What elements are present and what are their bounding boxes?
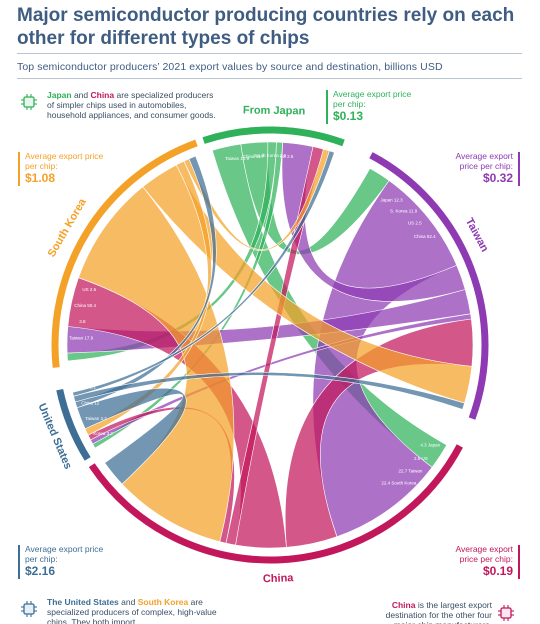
price-united-states: Average export price per chip: $2.16 — [18, 544, 105, 579]
flow-value-label: 4.3 Japan — [420, 442, 440, 447]
note-complex-chips: The United States and South Korea are sp… — [47, 597, 217, 624]
subtitle-divider — [17, 78, 522, 79]
flow-value-label: 22.7 Taiwan — [398, 469, 422, 474]
group-label-china: China — [263, 572, 295, 585]
note-china-destination: China is the largest export destination … — [385, 600, 492, 624]
flow-value-label: South Korea 3.5 — [254, 153, 287, 158]
title-divider — [17, 53, 522, 54]
flow-value-label: China 12 — [81, 401, 100, 406]
price-south-korea: Average export price per chip: $1.08 — [18, 151, 105, 186]
flow-value-label: China 11.7 — [243, 154, 265, 159]
group-arc-japan — [202, 126, 345, 147]
price-japan: Average export price per chip: $0.13 — [326, 89, 413, 124]
flow-value-label: US 2.5 — [280, 154, 294, 159]
flow-value-label: China 52.4 — [414, 234, 436, 239]
flow-value-label: US 2.5 — [82, 287, 96, 292]
group-arc-united_states — [56, 388, 91, 461]
group-arc-taiwan — [369, 152, 489, 420]
flow-value-label: Taiwan 3.2 — [85, 416, 107, 421]
flow-ribbon-taiwan-to-japan — [281, 142, 466, 302]
price-china: Average export price per chip: $0.19 — [438, 544, 520, 579]
flow-ribbon-united_states-to-china — [76, 388, 187, 485]
flow-value-label: S. Korea 11.9 — [390, 209, 418, 214]
group-arc-south_korea — [51, 139, 198, 368]
chip-icon — [498, 605, 514, 621]
flow-ribbon-united_states-to-japan — [72, 150, 335, 397]
chip-icon — [21, 601, 37, 617]
group-arc-china — [88, 444, 463, 564]
flow-value-label: Japan 2.1 — [76, 385, 96, 390]
flow-ribbon-south_korea-to-united_states — [84, 160, 212, 436]
chart-title: Major semiconductor producing countries … — [17, 5, 515, 49]
flow-value-label: 22.4 South Korea — [381, 480, 417, 485]
flow-ribbon-united_states-to-taiwan — [73, 371, 465, 410]
flow-value-label: China 50.4 — [74, 303, 96, 308]
flow-ribbon-china-to-japan — [225, 146, 324, 546]
flow-value-label: 2.8 US — [414, 456, 428, 461]
group-label-japan: From Japan — [243, 104, 306, 117]
flow-value-label: 3.8 — [79, 319, 86, 324]
note-simple-chips: Japan and China are specialized producer… — [47, 90, 216, 120]
group-label-south_korea: South Korea — [46, 196, 90, 259]
flow-value-label: Taiwan 10.9 — [225, 156, 250, 161]
chart-subtitle: Top semiconductor producers’ 2021 export… — [17, 61, 443, 73]
chip-icon — [21, 94, 37, 110]
flow-ribbon-japan-to-united_states — [92, 141, 284, 449]
ribbons — [66, 141, 474, 549]
group-label-taiwan: Taiwan — [463, 216, 491, 254]
flow-value-label: Japan 12.3 — [380, 197, 403, 202]
flow-value-label: Korea 3.2 — [93, 431, 113, 436]
flow-ribbon-taiwan-to-united_states — [90, 313, 472, 445]
price-taiwan: Average export price per chip: $0.32 — [438, 151, 520, 186]
flow-value-label: US 2.5 — [408, 221, 422, 226]
flow-value-label: Taiwan 17.9 — [69, 336, 94, 341]
